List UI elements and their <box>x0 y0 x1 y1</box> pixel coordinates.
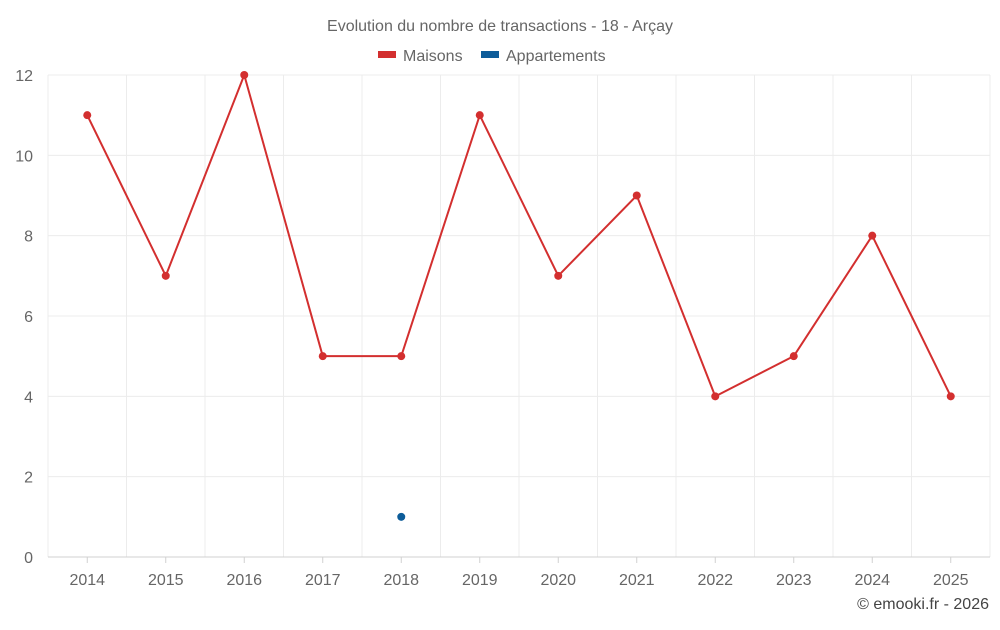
data-point-maisons-2019[interactable] <box>475 111 484 120</box>
legend-item-maisons[interactable]: Maisons <box>378 48 463 65</box>
data-point-maisons-2015[interactable] <box>161 271 170 280</box>
y-tick-label-2: 2 <box>24 470 33 487</box>
data-point-maisons-2022[interactable] <box>711 392 720 401</box>
legend-label-maisons: Maisons <box>403 48 463 65</box>
x-tick-label-2018: 2018 <box>383 572 419 589</box>
x-tick-label-2025: 2025 <box>933 572 969 589</box>
legend-swatch-appartements <box>481 51 499 58</box>
series-appartements <box>397 512 406 521</box>
y-tick-label-4: 4 <box>24 389 33 406</box>
x-tick-label-2024: 2024 <box>854 572 890 589</box>
data-point-appartements-2018[interactable] <box>397 512 406 521</box>
legend-label-appartements: Appartements <box>506 48 606 65</box>
chart-title: Evolution du nombre de transactions - 18… <box>327 18 673 35</box>
data-point-maisons-2025[interactable] <box>946 392 955 401</box>
x-tick-label-2020: 2020 <box>540 572 576 589</box>
x-tick-label-2016: 2016 <box>226 572 262 589</box>
grid <box>47 74 991 558</box>
series-line-maisons <box>86 74 952 398</box>
y-tick-label-6: 6 <box>24 309 33 326</box>
x-tick-label-2017: 2017 <box>305 572 341 589</box>
y-tick-label-8: 8 <box>24 229 33 246</box>
data-point-maisons-2021[interactable] <box>632 191 641 200</box>
y-tick-label-10: 10 <box>15 148 33 165</box>
legend-item-appartements[interactable]: Appartements <box>481 48 606 65</box>
y-tick-label-12: 12 <box>15 68 33 85</box>
x-tick-label-2015: 2015 <box>148 572 184 589</box>
data-point-maisons-2014[interactable] <box>83 111 92 120</box>
data-point-maisons-2024[interactable] <box>868 231 877 240</box>
data-point-maisons-2017[interactable] <box>318 352 327 361</box>
data-point-maisons-2020[interactable] <box>554 271 563 280</box>
data-point-maisons-2023[interactable] <box>789 352 798 361</box>
data-point-maisons-2016[interactable] <box>240 71 249 79</box>
data-point-maisons-2018[interactable] <box>397 352 406 361</box>
y-tick-label-0: 0 <box>24 550 33 567</box>
x-tick-label-2014: 2014 <box>69 572 105 589</box>
x-tick-label-2021: 2021 <box>619 572 655 589</box>
series-maisons <box>83 71 955 401</box>
x-tick-label-2019: 2019 <box>462 572 498 589</box>
x-tick-label-2023: 2023 <box>776 572 812 589</box>
legend: Maisons Appartements <box>378 48 606 65</box>
plot-area <box>83 71 955 521</box>
x-axis-ticks: 2014 2015 2016 2017 2018 2019 2020 2021 2022 2023… <box>69 557 969 589</box>
legend-swatch-maisons <box>378 51 396 58</box>
credit-text: © emooki.fr - 2026 <box>857 596 989 613</box>
y-axis-ticks: 0 2 4 6 8 10 12 <box>15 68 33 567</box>
x-tick-label-2022: 2022 <box>697 572 733 589</box>
